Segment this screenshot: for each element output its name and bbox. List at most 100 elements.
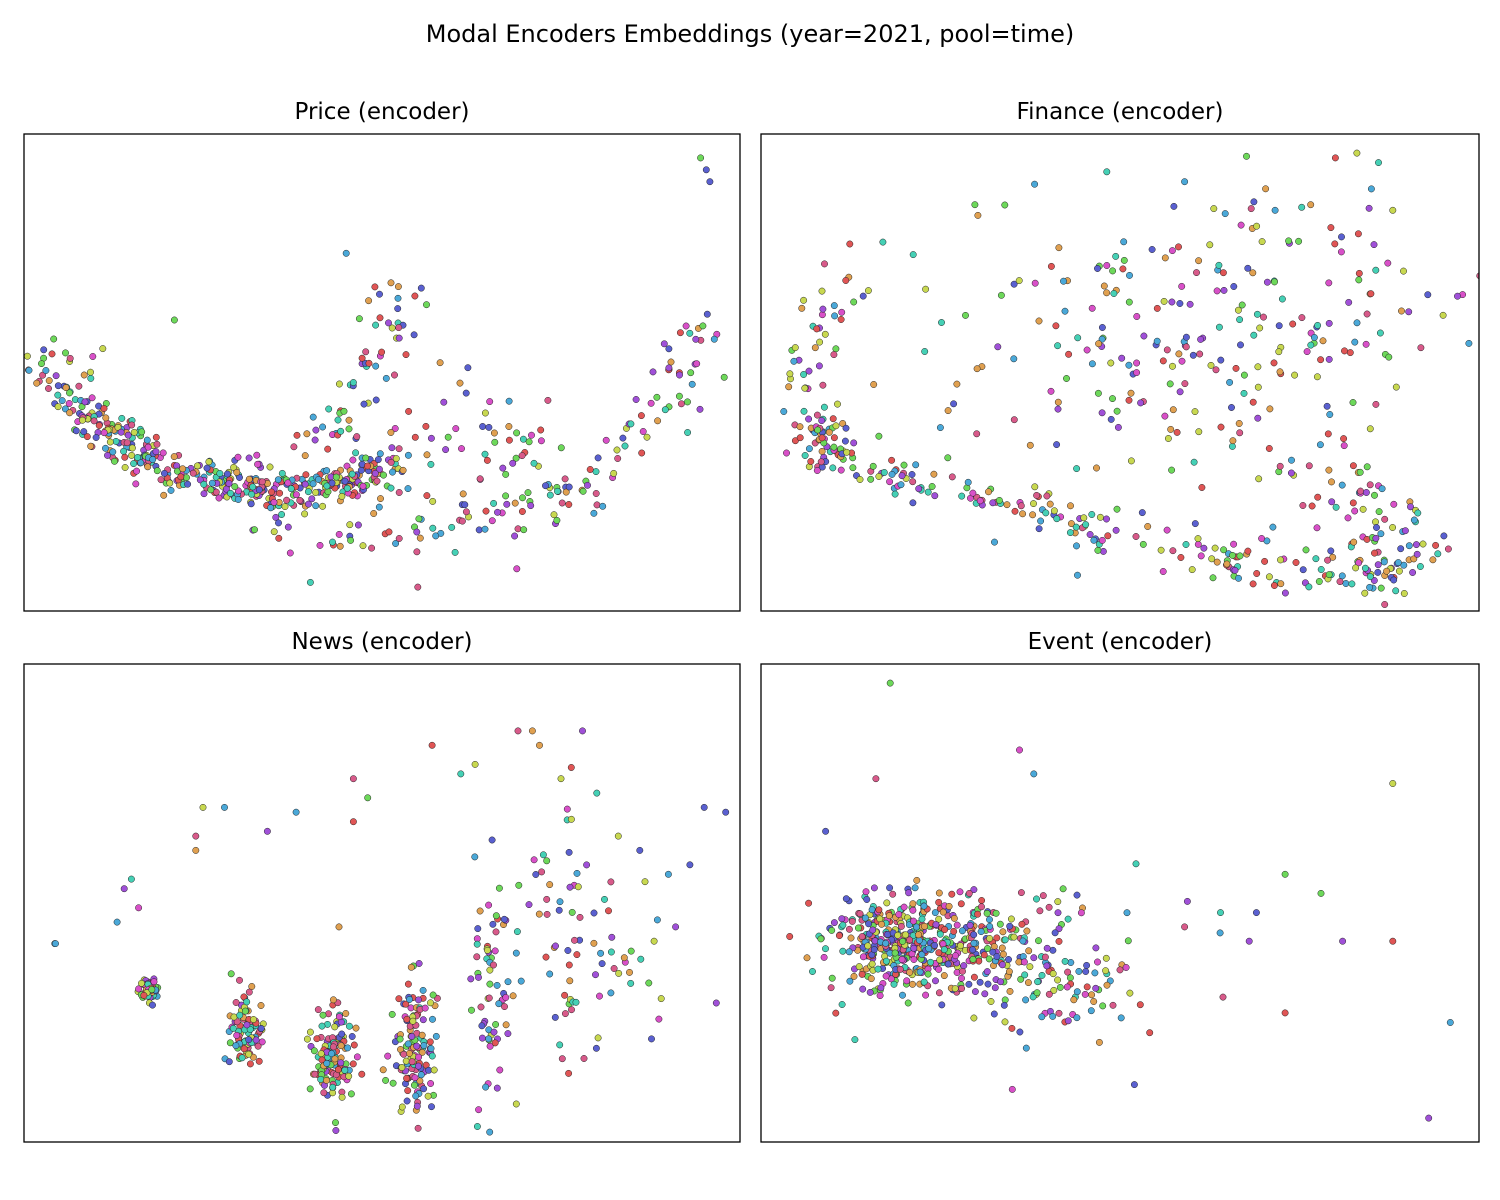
scatter-point	[530, 459, 538, 467]
scatter-point	[90, 417, 98, 425]
scatter-point	[344, 1044, 352, 1052]
scatter-point	[133, 467, 141, 475]
scatter-point	[868, 960, 876, 968]
scatter-point	[371, 469, 379, 477]
scatter-point	[527, 502, 535, 510]
scatter-point	[820, 403, 828, 411]
scatter-point	[1367, 185, 1375, 193]
scatter-point	[494, 508, 501, 516]
scatter-point	[519, 494, 526, 502]
scatter-point	[258, 478, 266, 486]
scatter-point	[394, 294, 402, 302]
scatter-point	[1091, 969, 1099, 977]
scatter-point	[318, 1022, 326, 1030]
scatter-point	[1136, 1001, 1144, 1009]
scatter-point	[1168, 247, 1176, 255]
scatter-point	[952, 952, 959, 960]
scatter-point	[128, 451, 136, 459]
scatter-point	[1249, 398, 1257, 406]
scatter-point	[1278, 295, 1286, 303]
scatter-point	[417, 284, 425, 292]
scatter-point	[861, 914, 869, 922]
scatter-point	[272, 513, 280, 521]
scatter-point	[1307, 341, 1315, 349]
scatter-point	[1008, 1085, 1016, 1093]
scatter-point	[1045, 990, 1053, 998]
scatter-point	[999, 928, 1007, 936]
scatter-point	[1186, 300, 1194, 308]
scatter-point	[940, 972, 948, 980]
scatter-point	[1211, 544, 1219, 552]
scatter-point	[462, 389, 470, 397]
scatter-point	[1362, 340, 1370, 348]
scatter-point	[1182, 541, 1190, 548]
scatter-point	[1190, 458, 1198, 466]
scatter-point	[653, 916, 661, 924]
scatter-point	[1130, 1081, 1138, 1089]
scatter-point	[345, 425, 353, 433]
scatter-point	[898, 472, 906, 480]
scatter-point	[940, 946, 948, 954]
scatter-point	[1050, 986, 1058, 994]
scatter-point	[342, 1010, 350, 1017]
scatter-point	[328, 1050, 336, 1058]
scatter-point	[52, 940, 59, 948]
scatter-point	[323, 467, 331, 475]
scatter-point	[950, 400, 958, 408]
scatter-point	[872, 775, 880, 783]
scatter-point	[1073, 891, 1081, 899]
scatter-point	[1400, 590, 1408, 597]
scatter-point	[1314, 321, 1322, 329]
scatter-point	[404, 1040, 412, 1048]
scatter-point	[647, 399, 655, 407]
scatter-point	[345, 416, 353, 424]
scatter-point	[275, 534, 283, 542]
scatter-point	[1256, 324, 1264, 332]
scatter-point	[568, 908, 576, 916]
scatter-point	[910, 917, 917, 925]
scatter-point	[839, 947, 847, 955]
scatter-point	[1029, 511, 1037, 519]
scatter-point	[387, 458, 395, 466]
scatter-point	[1077, 909, 1085, 917]
scatter-point	[113, 918, 121, 926]
scatter-point	[427, 999, 434, 1007]
scatter-point	[1371, 549, 1378, 557]
scatter-point	[1258, 238, 1266, 246]
scatter-point	[693, 360, 701, 368]
scatter-point	[1102, 954, 1110, 962]
scatter-point	[1244, 264, 1252, 272]
scatter-point	[1127, 389, 1135, 397]
scatter-point	[395, 995, 403, 1003]
scatter-point	[1325, 319, 1333, 327]
scatter-point	[900, 903, 908, 911]
scatter-point	[1025, 947, 1033, 955]
scatter-point	[1336, 578, 1344, 586]
scatter-point	[571, 936, 578, 944]
scatter-point	[341, 477, 349, 485]
scatter-point	[258, 1038, 266, 1046]
scatter-point	[355, 315, 363, 323]
scatter-point	[817, 935, 825, 943]
scatter-point	[502, 994, 510, 1001]
scatter-point	[1038, 971, 1046, 979]
scatter-point	[473, 953, 481, 961]
scatter-point	[270, 528, 278, 536]
scatter-point	[830, 443, 838, 451]
scatter-point	[482, 1083, 490, 1091]
scatter-point	[109, 448, 117, 456]
scatter-point	[1232, 364, 1240, 372]
scatter-point	[227, 970, 235, 978]
scatter-point	[65, 400, 73, 407]
scatter-point	[1015, 277, 1023, 285]
scatter-point	[1291, 371, 1299, 379]
scatter-point	[910, 944, 918, 952]
scatter-point	[935, 898, 943, 906]
scatter-point	[870, 946, 878, 954]
scatter-point	[1346, 349, 1354, 357]
scatter-point	[1377, 584, 1385, 592]
scatter-point	[337, 427, 345, 435]
scatter-point	[993, 953, 1001, 960]
scatter-point	[292, 808, 300, 816]
scatter-point	[1361, 589, 1369, 597]
